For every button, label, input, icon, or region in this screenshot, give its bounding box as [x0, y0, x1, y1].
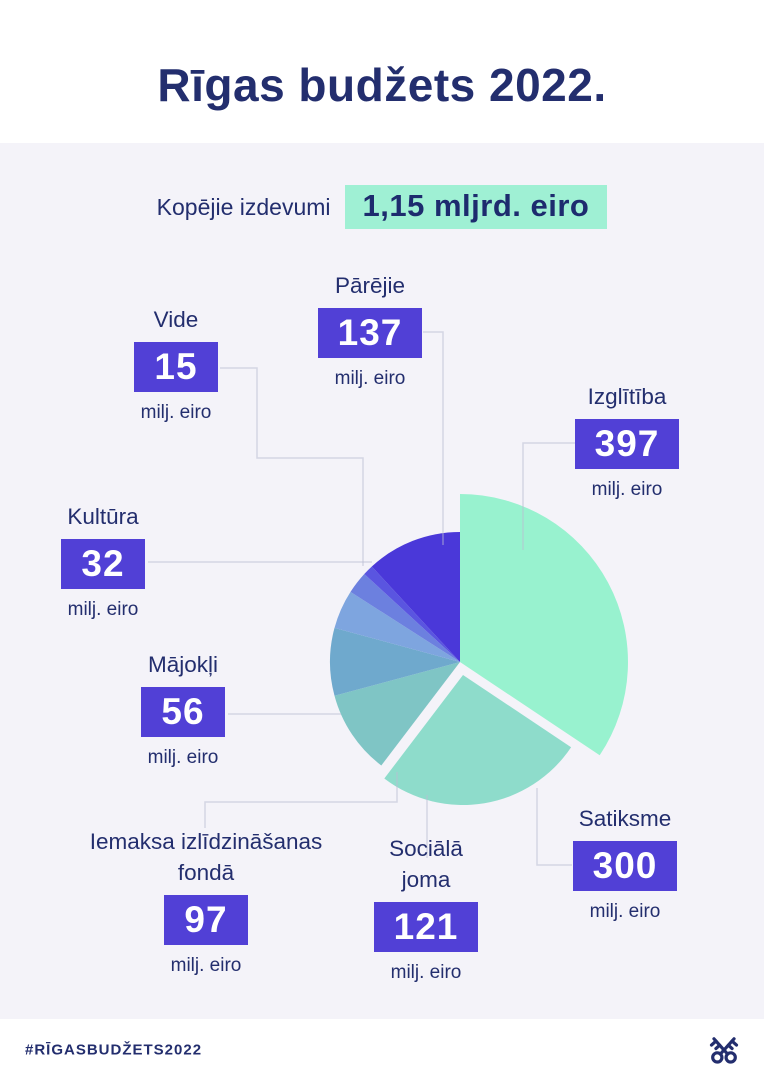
pie-slice-satiksme	[384, 675, 572, 806]
callout-parejie: Pārējie 137 milj. eiro	[310, 270, 430, 390]
pie-slice-p-r-jie	[371, 532, 460, 662]
unit-label: milj. eiro	[589, 901, 661, 922]
callout-connector-line	[536, 788, 572, 866]
pie-slice-m-jok-i	[334, 591, 460, 662]
callout-vide: Vide 15 milj. eiro	[116, 304, 236, 424]
unit-label: milj. eiro	[591, 479, 663, 500]
category-label: Izglītība	[587, 384, 667, 409]
callout-izglitiba: Izglītība 397 milj. eiro	[567, 381, 687, 501]
pie-slice-vide	[364, 566, 460, 662]
value-box: 97	[164, 895, 248, 945]
unit-label: milj. eiro	[390, 962, 462, 983]
page-title: Rīgas budžets 2022.	[157, 59, 607, 111]
callout-majokli: Mājokļi 56 milj. eiro	[123, 649, 243, 769]
unit-label: milj. eiro	[140, 402, 212, 423]
value-box: 121	[373, 902, 479, 952]
unit-label: milj. eiro	[147, 747, 219, 768]
hashtag-label: #RĪGASBUDŽETS2022	[25, 1041, 203, 1058]
callout-connector-line	[522, 442, 577, 550]
category-label: Iemaksa izlīdzināšanas fondā	[89, 829, 323, 885]
unit-label: milj. eiro	[170, 955, 242, 976]
value-box: 300	[572, 841, 678, 891]
value-box: 397	[574, 419, 680, 469]
category-label: Kultūra	[67, 504, 139, 529]
category-label: Sociālā joma	[389, 836, 463, 892]
total-expenditure-row: Kopējie izdevumi 1,15 mljrd. eiro	[0, 185, 764, 229]
pie-slice-izgl-t-ba	[460, 494, 628, 756]
value-box: 15	[134, 342, 218, 392]
pie-slice-iemaksa-izl-dzin-anas-fond-	[330, 627, 460, 696]
category-label: Pārējie	[334, 273, 406, 298]
pie-slice-soci-l-joma	[334, 662, 460, 766]
category-label: Vide	[153, 307, 199, 332]
pie-slice-kult-ra	[350, 574, 460, 662]
category-label: Satiksme	[578, 806, 672, 831]
callout-connector-line	[220, 367, 364, 566]
total-expenditure-label: Kopējie izdevumi	[156, 193, 331, 220]
value-box: 32	[61, 539, 145, 589]
category-label: Mājokļi	[147, 652, 219, 677]
callout-connector-line	[204, 772, 398, 828]
callout-connector-line	[423, 331, 444, 545]
value-box: 137	[317, 308, 423, 358]
value-box: 56	[141, 687, 225, 737]
footer: #RĪGASBUDŽETS2022	[0, 1019, 764, 1080]
callout-sociala-joma: Sociālā joma 121 milj. eiro	[366, 833, 486, 984]
callout-kultura: Kultūra 32 milj. eiro	[43, 501, 163, 621]
callout-satiksme: Satiksme 300 milj. eiro	[565, 803, 685, 923]
total-expenditure-value: 1,15 mljrd. eiro	[344, 185, 608, 229]
unit-label: milj. eiro	[334, 368, 406, 389]
crossed-keys-icon	[709, 1036, 739, 1064]
callout-iemaksa: Iemaksa izlīdzināšanas fondā 97 milj. ei…	[75, 826, 337, 977]
unit-label: milj. eiro	[67, 599, 139, 620]
